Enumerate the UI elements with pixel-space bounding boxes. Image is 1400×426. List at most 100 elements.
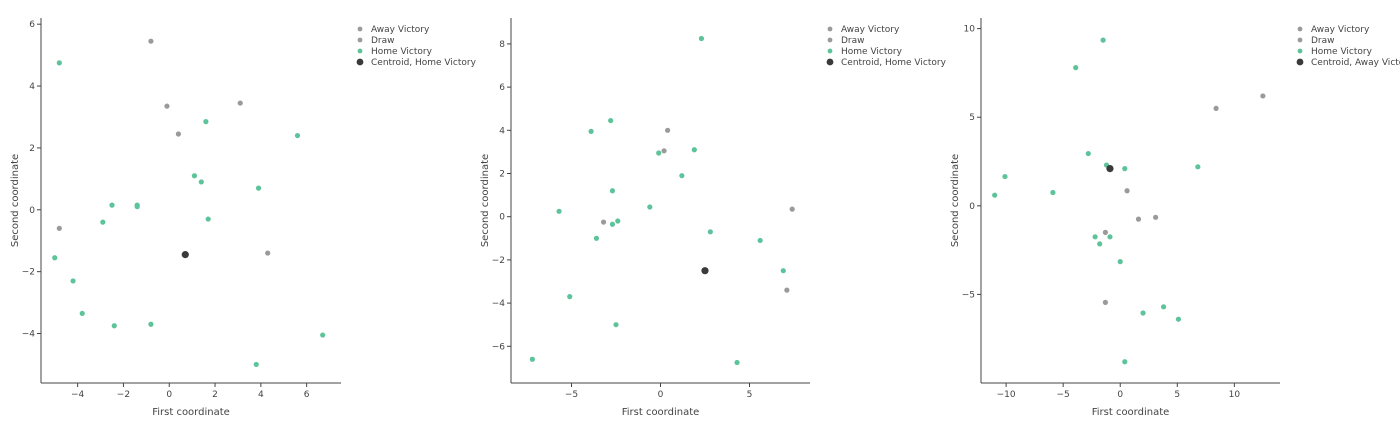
legend-label: Centroid, Home Victory (371, 58, 477, 68)
legend-label: Centroid, Away Victory (1311, 58, 1400, 68)
legend-label: Home Victory (1311, 47, 1373, 57)
data-point (1122, 359, 1128, 365)
data-point (134, 202, 140, 208)
y-tick-label: −4 (492, 299, 506, 309)
data-point (1122, 166, 1128, 172)
data-point (100, 219, 106, 225)
data-point (1135, 216, 1142, 222)
data-point (1092, 234, 1098, 240)
data-point (734, 359, 740, 366)
y-tick-label: −2 (492, 256, 505, 266)
legend-label: Draw (1311, 36, 1335, 46)
x-tick-label: 10 (1229, 390, 1241, 400)
x-axis-title: First coordinate (622, 407, 700, 418)
legend-marker (357, 37, 363, 43)
y-axis-title: Second coordinate (950, 154, 961, 247)
centroid-point (701, 267, 709, 275)
x-tick-label: −10 (997, 390, 1016, 400)
data-point (567, 294, 573, 300)
data-point (1140, 310, 1146, 316)
data-point (1213, 105, 1219, 111)
data-point (1002, 173, 1008, 180)
data-point (70, 278, 76, 284)
legend-marker (1297, 26, 1303, 32)
data-point (613, 322, 619, 328)
data-point (609, 188, 616, 194)
data-point (56, 60, 62, 66)
data-point (1260, 93, 1266, 99)
data-point (691, 147, 697, 153)
data-point (203, 119, 209, 125)
x-tick-label: 5 (1174, 390, 1180, 400)
legend-marker (356, 58, 364, 66)
data-point (992, 192, 998, 198)
data-point (707, 229, 713, 235)
legend-label: Home Victory (371, 47, 433, 57)
y-tick-label: 4 (499, 126, 505, 136)
data-point (148, 321, 154, 327)
data-point (698, 35, 705, 42)
data-point (56, 225, 62, 231)
x-tick-label: −5 (1057, 390, 1070, 400)
centroid-point (181, 251, 189, 259)
x-tick-label: 4 (258, 390, 264, 400)
y-axis-title: Second coordinate (480, 154, 491, 247)
legend-marker (827, 37, 833, 43)
data-point (175, 131, 182, 137)
data-point (109, 202, 115, 208)
data-point (593, 235, 600, 241)
data-point (1153, 214, 1159, 220)
data-point (148, 38, 154, 44)
data-point (191, 173, 198, 179)
legend-label: Away Victory (1311, 25, 1370, 35)
x-tick-label: −2 (117, 390, 130, 400)
y-tick-label: 4 (29, 82, 35, 92)
y-tick-label: 5 (969, 113, 975, 123)
x-tick-label: −4 (71, 390, 85, 400)
x-tick-label: −5 (565, 390, 578, 400)
legend-marker (1297, 37, 1303, 43)
data-point (265, 250, 271, 256)
y-tick-label: −2 (22, 268, 35, 278)
data-point (588, 128, 594, 134)
y-tick-label: −5 (962, 290, 975, 300)
data-point (1117, 259, 1123, 265)
x-axis-title: First coordinate (152, 407, 230, 418)
y-tick-label: 6 (499, 83, 505, 93)
centroid-point (1106, 165, 1114, 173)
data-point (529, 356, 535, 362)
data-point (205, 216, 211, 222)
data-point (198, 179, 204, 185)
scatter-panel-3: −10 −5 0 5 10 −5 0 5 10 First coordinate Second co… (950, 18, 1400, 418)
data-point (780, 268, 786, 274)
data-point (1097, 241, 1103, 247)
x-tick-label: 0 (658, 390, 664, 400)
data-point (1085, 150, 1091, 157)
data-point (608, 117, 614, 124)
legend-marker (357, 48, 363, 54)
y-tick-label: 0 (499, 213, 505, 223)
scatter-panel-1: −4 −2 0 2 4 6 −4 −2 0 2 4 6 First coordinate Second c… (10, 18, 477, 418)
data-point (679, 173, 685, 179)
data-point (237, 100, 243, 106)
data-point (164, 103, 170, 109)
data-point (609, 221, 616, 227)
legend-marker (826, 58, 834, 66)
data-point (656, 150, 662, 156)
data-point (661, 148, 667, 154)
data-point (1102, 299, 1108, 305)
data-point (647, 204, 653, 210)
data-point (1102, 229, 1108, 235)
legend-marker (827, 48, 833, 54)
data-point (556, 208, 562, 214)
y-tick-label: 0 (969, 202, 975, 212)
data-point (79, 310, 85, 317)
data-point (1107, 234, 1113, 240)
x-axis-title: First coordinate (1092, 407, 1170, 418)
data-point (615, 218, 621, 224)
legend-label: Centroid, Home Victory (841, 58, 947, 68)
